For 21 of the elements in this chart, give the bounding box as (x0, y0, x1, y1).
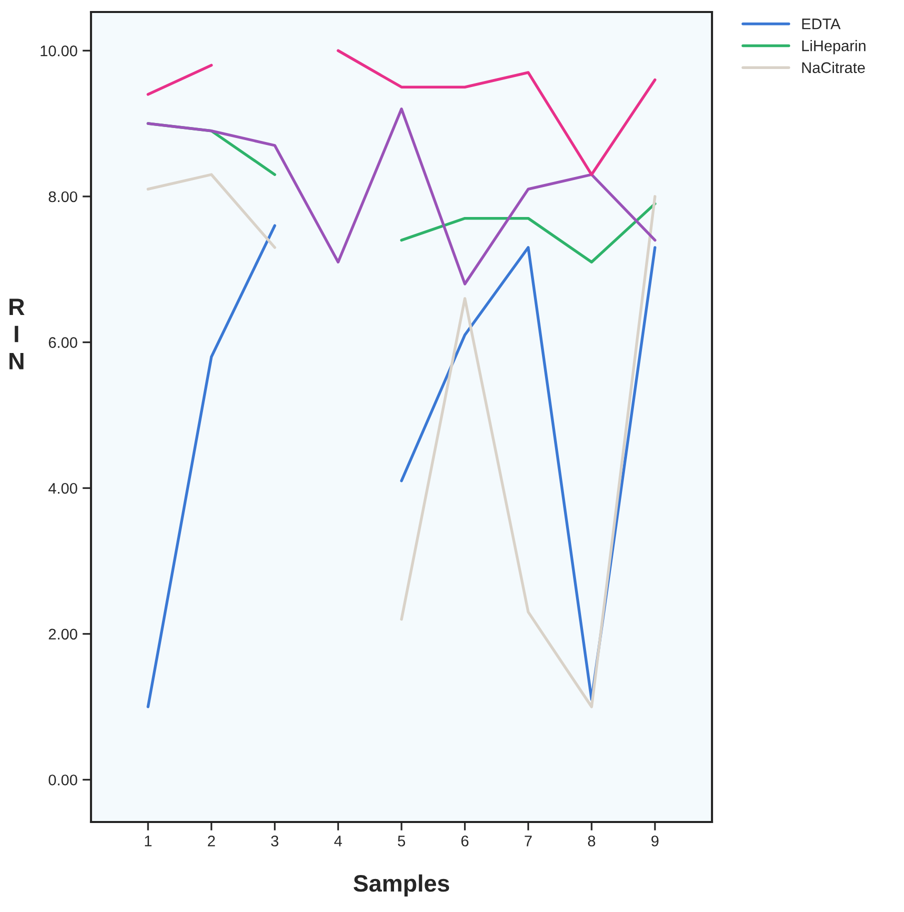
y-tick-label: 8.00 (48, 191, 78, 202)
x-tick-label: 2 (208, 836, 215, 846)
x-tick-label: 3 (271, 836, 278, 846)
x-tick-label: 4 (334, 836, 342, 846)
x-axis-title: Samples (354, 874, 450, 896)
y-tick-label: 6.00 (48, 337, 78, 348)
legend-label: NaCitrate (802, 62, 865, 74)
y-axis-title: RIN (10, 298, 25, 370)
x-tick-label: 1 (144, 836, 152, 846)
y-tick-label: 0.00 (48, 774, 78, 786)
legend-label: LiHeparin (802, 40, 866, 54)
x-tick-label: 6 (461, 836, 468, 846)
x-tick-label: 5 (398, 836, 406, 846)
legend-label: EDTA (802, 18, 841, 30)
x-tick-label: 7 (524, 836, 532, 846)
y-tick-label: 4.00 (48, 482, 78, 494)
x-tick-label: 8 (588, 836, 596, 846)
y-tick-label: 2.00 (48, 628, 78, 640)
y-tick-label: 10.00 (40, 46, 78, 56)
x-tick-label: 9 (651, 836, 658, 846)
line-series (146, 108, 656, 286)
